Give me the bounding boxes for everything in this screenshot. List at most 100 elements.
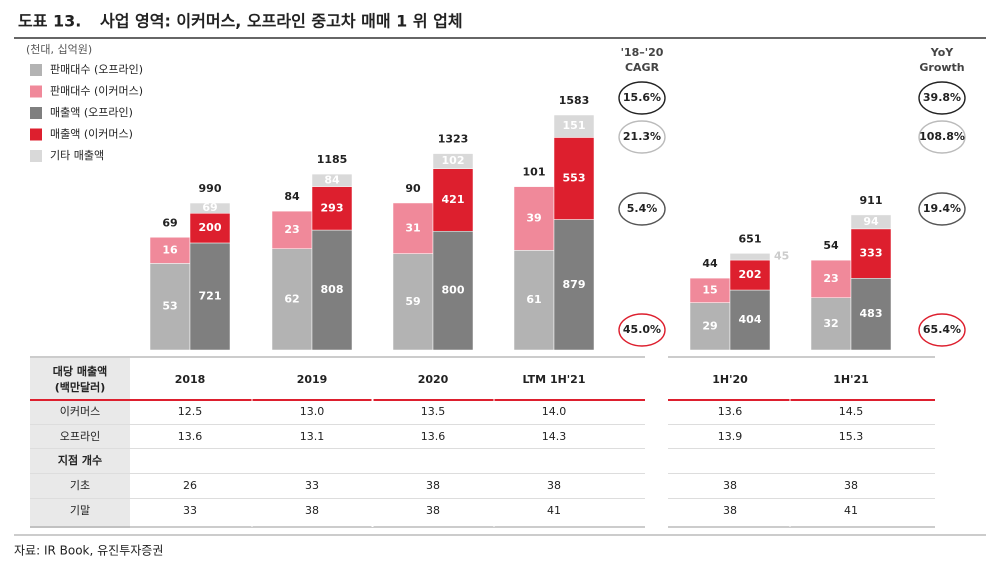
segment-label: 16	[162, 243, 178, 256]
segment-label: 202	[739, 268, 762, 281]
revenue-total: 990	[199, 182, 222, 195]
table-cell: 38	[844, 479, 858, 492]
table-row-label: 이커머스	[60, 405, 100, 418]
cagr-label: 5.4%	[627, 202, 658, 215]
table-column-header: 1H'21	[833, 373, 869, 386]
table-cell: 38	[426, 504, 440, 517]
cagr-circle	[618, 192, 666, 226]
table-cell: 14.0	[542, 405, 567, 418]
table-column-header: 1H'20	[712, 373, 748, 386]
segment-label: 84	[324, 173, 340, 186]
table-column-header: 2019	[297, 373, 328, 386]
cagr-circle	[618, 120, 666, 154]
legend-swatch	[30, 85, 42, 98]
yoy-label: 39.8%	[923, 91, 961, 104]
table-row-label: 기말	[70, 504, 90, 517]
unit-total: 54	[823, 239, 839, 252]
cagr-label: 15.6%	[623, 91, 661, 104]
table-cell: 13.6	[718, 405, 743, 418]
table-cell: 38	[426, 479, 440, 492]
bar-segment	[149, 263, 191, 351]
legend-label: 판매대수 (오프라인)	[50, 63, 143, 76]
bar-segment	[189, 242, 231, 351]
segment-label: 808	[321, 283, 344, 296]
table-cell: 13.9	[718, 430, 743, 443]
table-cell: 13.1	[300, 430, 325, 443]
table-cell: 13.6	[178, 430, 203, 443]
segment-label: 293	[321, 201, 344, 214]
bar-segment	[810, 259, 852, 298]
table-cell: 38	[723, 479, 737, 492]
bar-segment	[553, 137, 595, 220]
segment-label: 45	[774, 250, 789, 263]
yoy-title: Growth	[919, 61, 964, 74]
segment-label: 333	[860, 247, 883, 260]
segment-label: 553	[563, 171, 586, 184]
cagr-label: 21.3%	[623, 130, 661, 143]
legend-label: 판매대수 (이커머스)	[50, 85, 143, 98]
bar-segment	[850, 228, 892, 279]
segment-label: 200	[199, 221, 222, 234]
bar-segment	[513, 186, 555, 251]
table-cell: 12.5	[178, 405, 203, 418]
legend-swatch	[30, 107, 42, 119]
chart-title: 사업 영역: 이커머스, 오프라인 중고차 매매 1 위 업체	[100, 12, 463, 31]
table-cell: 13.5	[421, 405, 446, 418]
segment-label: 59	[405, 295, 420, 308]
legend-label: 기타 매출액	[50, 149, 104, 162]
bar-segment	[810, 297, 852, 351]
table-row-label: 지점 개수	[58, 453, 102, 467]
segment-label: 151	[563, 119, 586, 132]
cagr-title: '18–'20	[621, 46, 664, 59]
revenue-total: 651	[739, 232, 762, 245]
legend-swatch	[30, 64, 42, 76]
table-row-label: 오프라인	[60, 430, 100, 443]
cagr-circle	[618, 81, 666, 115]
table-column-header: LTM 1H'21	[522, 373, 585, 386]
bar-segment	[392, 202, 434, 254]
bar-segment	[392, 253, 434, 351]
segment-label: 483	[860, 307, 883, 320]
table-cell: 41	[844, 504, 858, 517]
bar-segment	[553, 219, 595, 351]
segment-label: 879	[563, 278, 586, 291]
yoy-circle	[918, 192, 966, 226]
bar-segment	[729, 289, 771, 351]
unit-total: 69	[162, 216, 177, 229]
segment-label: 102	[442, 154, 465, 167]
bar-segment	[149, 237, 191, 264]
table-cell: 33	[305, 479, 319, 492]
cagr-label: 45.0%	[623, 323, 661, 336]
revenue-total: 911	[860, 194, 883, 207]
bar-segment	[513, 250, 555, 351]
revenue-total: 1583	[559, 94, 590, 107]
bar-segment	[311, 229, 353, 351]
legend-label: 매출액 (이커머스)	[50, 128, 133, 141]
unit-total: 101	[523, 166, 546, 179]
legend-label: 매출액 (오프라인)	[50, 106, 133, 119]
yoy-title: YoY	[930, 46, 955, 59]
cagr-circle	[618, 313, 666, 347]
yoy-circle	[918, 313, 966, 347]
segment-label: 94	[863, 215, 879, 228]
table-label-bg	[30, 358, 130, 528]
yoy-circle	[918, 81, 966, 115]
unit-total: 90	[405, 182, 421, 195]
yoy-circle	[918, 120, 966, 154]
table-cell: 38	[305, 504, 319, 517]
bar-segment	[553, 114, 595, 138]
segment-label: 721	[199, 289, 222, 302]
table-cell: 38	[723, 504, 737, 517]
bar-segment	[729, 259, 771, 291]
unit-total: 44	[702, 257, 718, 270]
bar-segment	[432, 168, 474, 232]
revenue-total: 1323	[438, 133, 469, 146]
yoy-label: 19.4%	[923, 202, 961, 215]
table-row-label: 기초	[70, 479, 90, 492]
bar-segment	[311, 186, 353, 231]
table-cell: 33	[183, 504, 197, 517]
segment-label: 39	[526, 211, 541, 224]
yoy-label: 65.4%	[923, 323, 961, 336]
segment-label: 23	[823, 272, 838, 285]
